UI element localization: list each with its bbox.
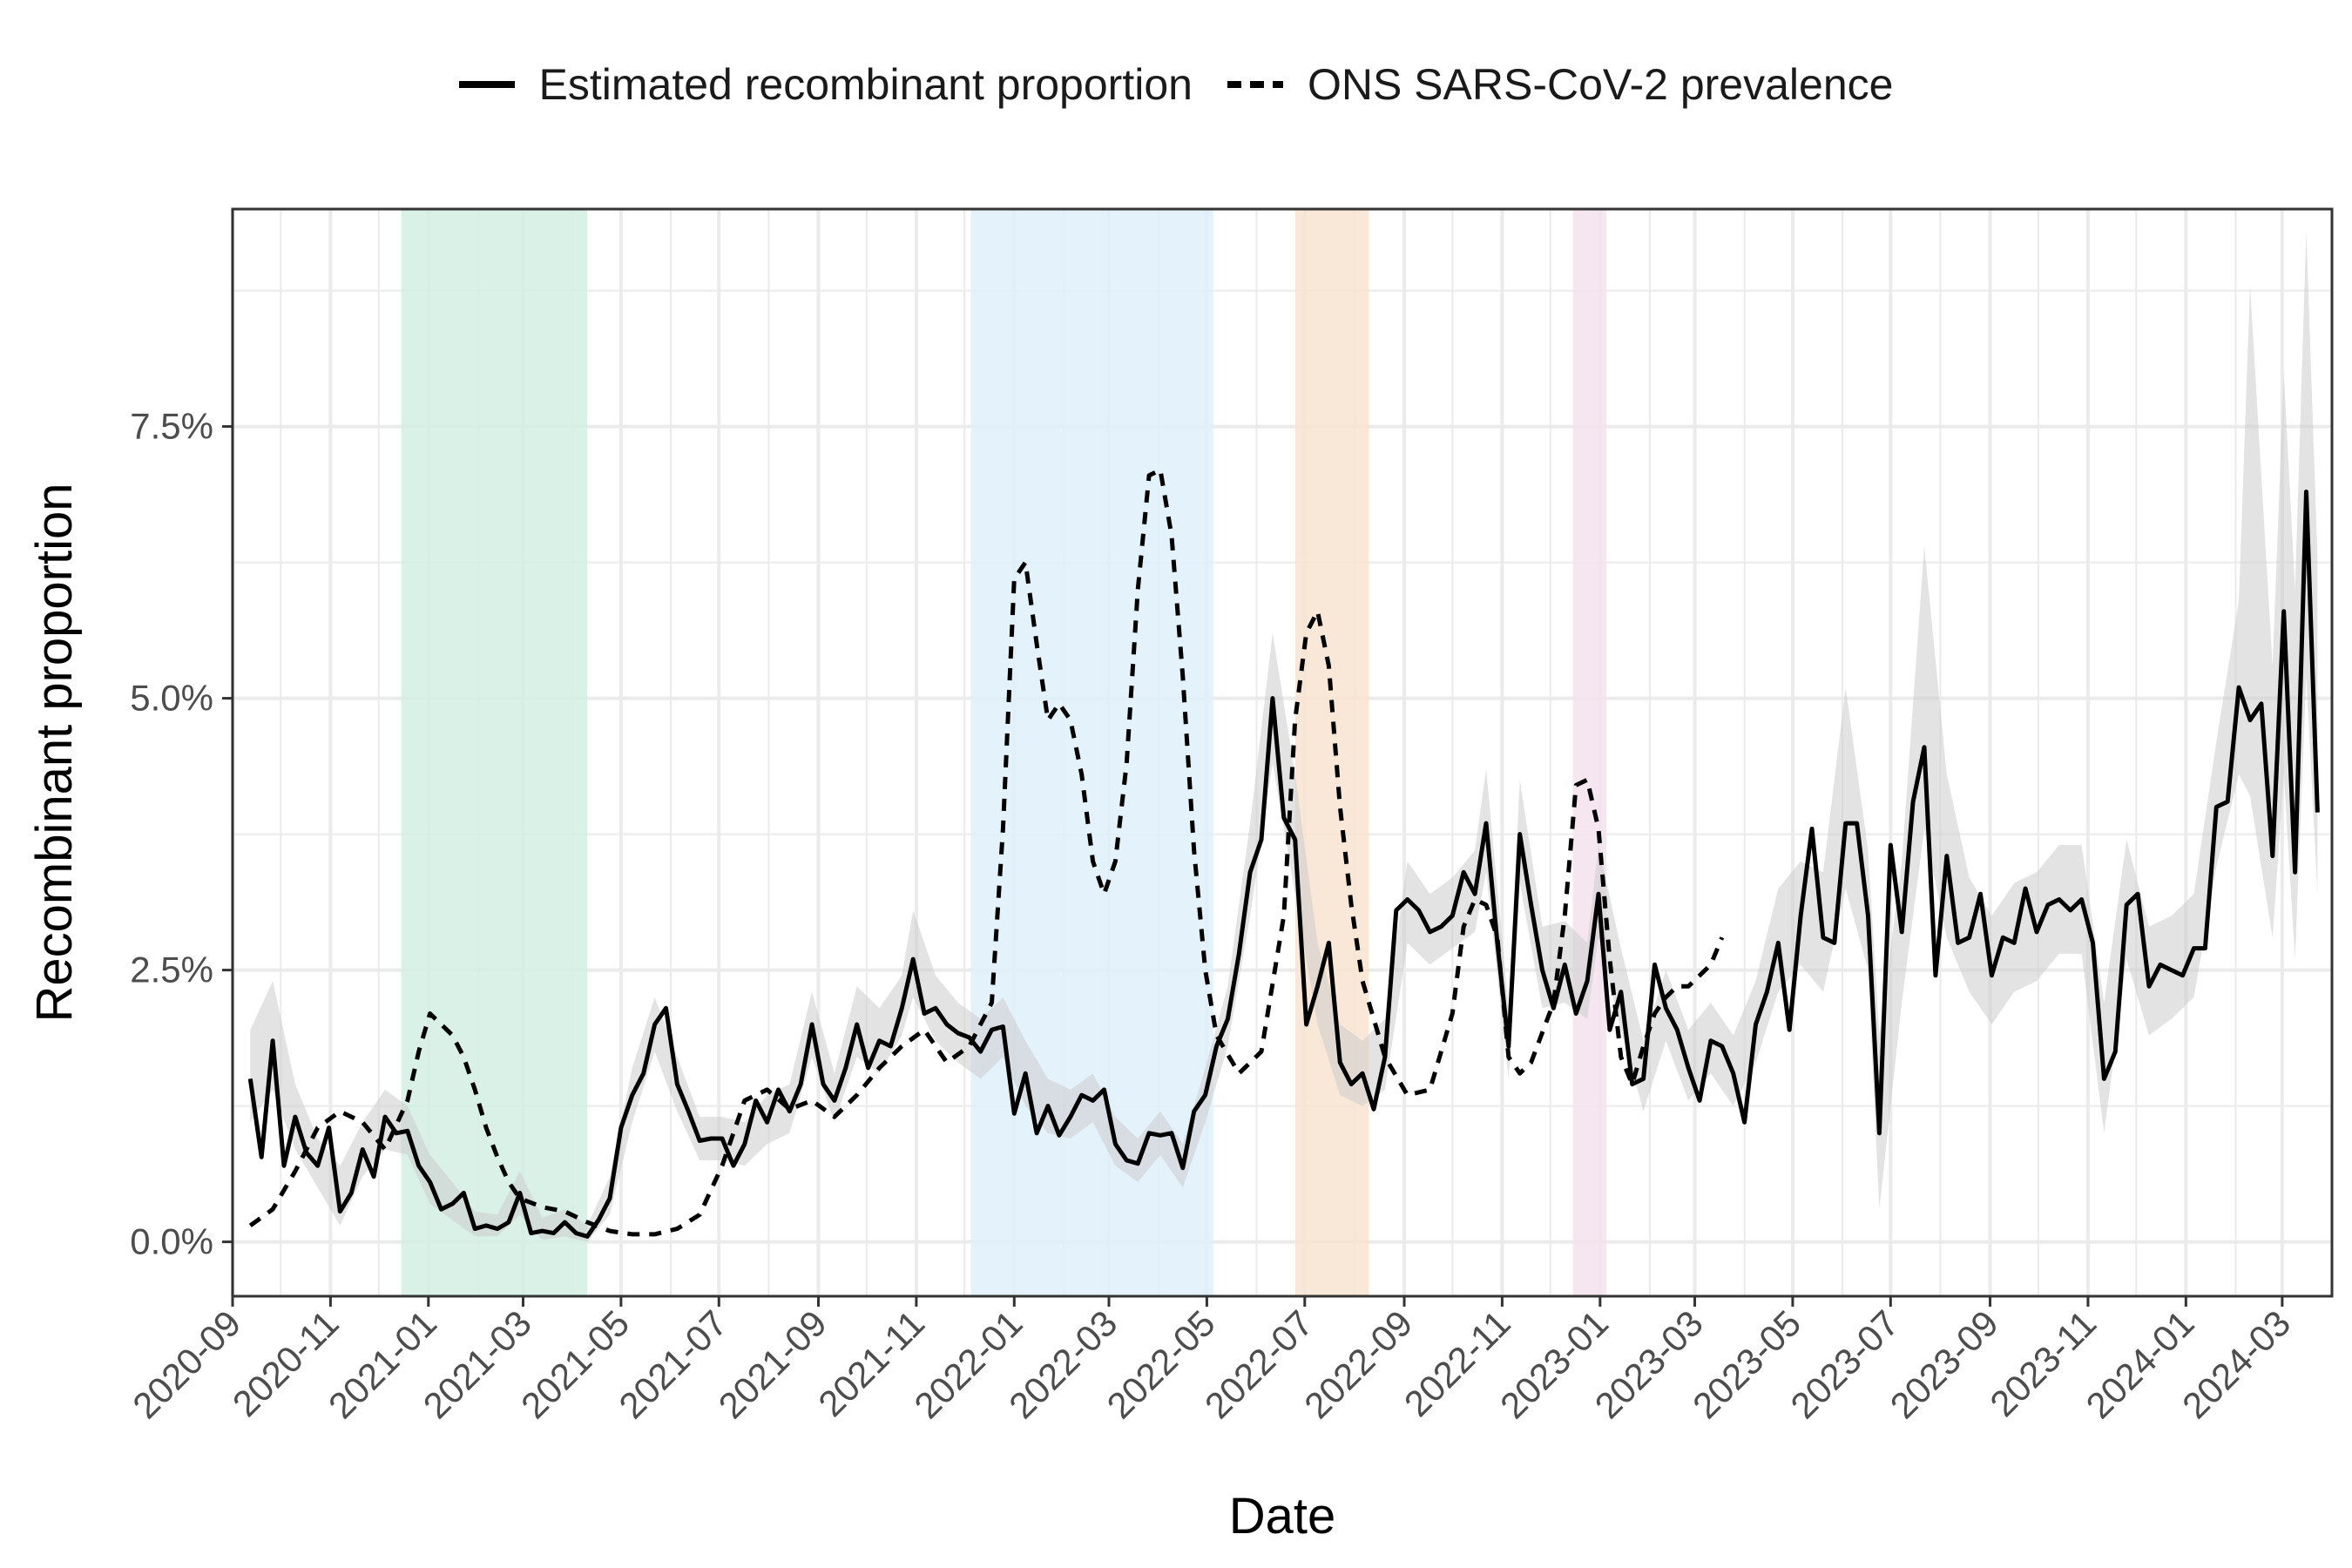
y-tick-label: 5.0% <box>130 678 213 719</box>
x-tick-label: 2020-09 <box>125 1302 248 1426</box>
x-axis: 2020-092020-112021-012021-032021-052021-… <box>125 1296 2298 1426</box>
x-tick-label: 2022-05 <box>1099 1302 1223 1426</box>
x-tick-label: 2021-09 <box>711 1302 835 1426</box>
x-tick-label: 2023-07 <box>1782 1302 1906 1426</box>
series-line-ons <box>248 468 1725 1237</box>
legend: Estimated recombinant proportion ONS SAR… <box>0 59 2352 110</box>
x-tick-label: 2021-05 <box>513 1302 637 1426</box>
highlight-period-2 <box>970 209 1213 1296</box>
x-tick-label: 2024-01 <box>2078 1302 2201 1426</box>
y-tick-label: 2.5% <box>130 950 213 990</box>
x-tick-label: 2022-07 <box>1197 1302 1321 1426</box>
y-tick-label: 0.0% <box>130 1221 213 1262</box>
legend-solid-line-key <box>458 81 515 88</box>
legend-dashed-line-key <box>1227 81 1283 88</box>
y-axis-title: Recombinant proportion <box>26 483 83 1022</box>
highlight-period-3 <box>1294 209 1369 1296</box>
highlight-period-1 <box>401 209 588 1296</box>
x-axis-title: Date <box>1229 1488 1336 1544</box>
x-tick-label: 2023-05 <box>1685 1302 1808 1426</box>
confidence-ribbon <box>250 231 2318 1242</box>
legend-item-estimated: Estimated recombinant proportion <box>458 59 1193 110</box>
highlight-period-4 <box>1572 209 1607 1296</box>
legend-label-estimated: Estimated recombinant proportion <box>538 60 1193 109</box>
x-tick-label: 2024-03 <box>2174 1302 2298 1426</box>
y-tick-label: 7.5% <box>130 406 213 447</box>
ribbon-area <box>250 231 2318 1242</box>
y-axis: 0.0% 2.5% 5.0% 7.5% <box>130 406 233 1262</box>
panel-border <box>231 207 2334 1298</box>
legend-label-ons: ONS SARS-CoV-2 prevalence <box>1307 60 1894 109</box>
x-tick-label: 2021-07 <box>611 1302 734 1426</box>
x-tick-label: 2022-09 <box>1296 1302 1420 1426</box>
legend-item-ons: ONS SARS-CoV-2 prevalence <box>1227 59 1894 110</box>
series-lines <box>247 468 2320 1239</box>
x-tick-label: 2023-09 <box>1882 1302 2006 1426</box>
